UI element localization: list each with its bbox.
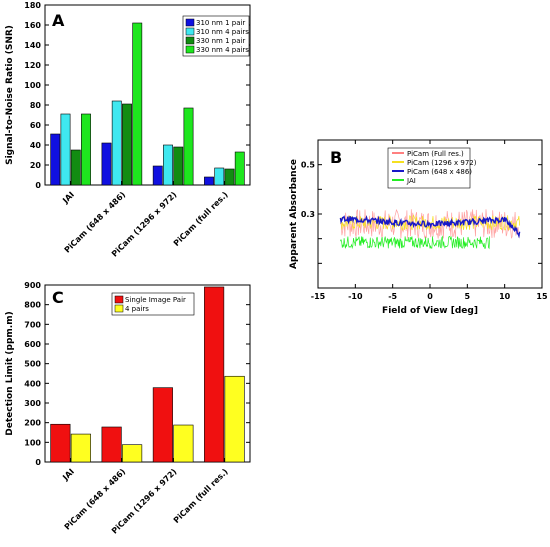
bar — [81, 113, 91, 186]
legend-swatch — [185, 18, 195, 27]
legend-swatch — [185, 27, 195, 36]
legend-entry: JAI — [406, 177, 416, 185]
bar — [183, 107, 194, 186]
series-line — [340, 235, 491, 250]
y-tick-label: 0.5 — [301, 161, 316, 170]
bar — [132, 22, 143, 186]
y-tick-label: 200 — [24, 419, 41, 428]
y-tick-label: 20 — [30, 161, 42, 170]
y-axis-label: Apparent Absorbance — [289, 159, 299, 269]
legend-entry: 310 nm 4 pairs — [196, 28, 249, 36]
panel-label: B — [330, 148, 342, 167]
legend-entry: 330 nm 4 pairs — [196, 46, 249, 54]
bar — [204, 286, 225, 463]
y-axis-label: Signal-to-Noise Ratio (SNR) — [5, 25, 15, 165]
bar — [101, 142, 112, 186]
bar — [224, 168, 235, 186]
y-axis-label: Detection Limit (ppm.m) — [5, 311, 15, 435]
legend: PiCam (Full res.)PiCam (1296 x 972)PiCam… — [387, 147, 477, 189]
y-tick-label: 400 — [24, 379, 41, 388]
x-tick-label: 10 — [499, 292, 511, 301]
y-tick-label: 0 — [35, 181, 41, 190]
category-label: PiCam (full res.) — [172, 190, 230, 248]
bar — [163, 144, 173, 186]
y-tick-label: 0 — [35, 458, 41, 467]
x-tick-label: 0 — [427, 292, 433, 301]
y-tick-label: 0.3 — [301, 210, 315, 219]
bar — [122, 103, 132, 186]
legend-entry: PiCam (1296 x 972) — [407, 159, 477, 167]
y-tick-label: 140 — [24, 41, 41, 50]
bar — [234, 151, 245, 186]
x-axis-label: Field of View [deg] — [382, 306, 478, 316]
bar — [50, 133, 61, 186]
bar — [204, 176, 214, 186]
legend-entry: PiCam (648 x 486) — [407, 168, 472, 176]
legend-swatch — [114, 304, 124, 313]
x-tick-label: 15 — [536, 292, 548, 301]
panel-label: C — [52, 288, 64, 307]
bar — [50, 423, 71, 463]
x-tick-label: -5 — [388, 292, 397, 301]
bar — [173, 424, 194, 463]
x-tick-label: 5 — [465, 292, 471, 301]
bar — [70, 149, 81, 186]
y-tick-label: 180 — [24, 1, 41, 10]
bar — [122, 444, 143, 463]
y-tick-label: 160 — [24, 21, 41, 30]
y-tick-label: 800 — [24, 301, 41, 310]
legend-swatch — [185, 45, 195, 54]
plot-frame — [44, 284, 251, 463]
y-tick-label: 120 — [24, 61, 41, 70]
x-tick-label: -10 — [348, 292, 363, 301]
legend-swatch — [185, 36, 195, 45]
category-label: JAI — [60, 190, 76, 206]
bar — [60, 113, 71, 186]
y-tick-label: 100 — [24, 438, 41, 447]
series-line — [339, 215, 521, 239]
y-tick-label: 700 — [24, 320, 41, 329]
y-tick-label: 40 — [30, 141, 42, 150]
bar — [101, 426, 122, 463]
plot-frame — [44, 4, 251, 186]
legend-swatch — [114, 295, 124, 304]
bar — [214, 167, 225, 186]
y-tick-label: 80 — [30, 101, 42, 110]
bar — [224, 375, 245, 463]
legend-entry: 4 pairs — [125, 305, 149, 313]
legend-entry: PiCam (Full res.) — [407, 150, 464, 158]
category-label: JAI — [60, 467, 76, 483]
y-tick-label: 60 — [30, 121, 42, 130]
bar — [111, 100, 122, 186]
y-tick-label: 100 — [24, 81, 41, 90]
bar — [70, 433, 91, 463]
y-tick-label: 600 — [24, 340, 41, 349]
y-tick-label: 300 — [24, 399, 41, 408]
y-tick-label: 900 — [24, 281, 41, 290]
legend-box — [111, 292, 195, 316]
legend-entry: 330 nm 1 pair — [196, 37, 245, 45]
bar — [152, 165, 163, 186]
legend-entry: 310 nm 1 pair — [196, 19, 245, 27]
legend-entry: Single Image Pair — [125, 296, 186, 304]
x-tick-label: -15 — [311, 292, 326, 301]
bar — [173, 146, 184, 186]
bar — [152, 387, 173, 463]
y-tick-label: 500 — [24, 360, 41, 369]
category-label: PiCam (full res.) — [172, 467, 230, 525]
legend-box — [387, 147, 471, 189]
panel-label: A — [52, 11, 65, 30]
